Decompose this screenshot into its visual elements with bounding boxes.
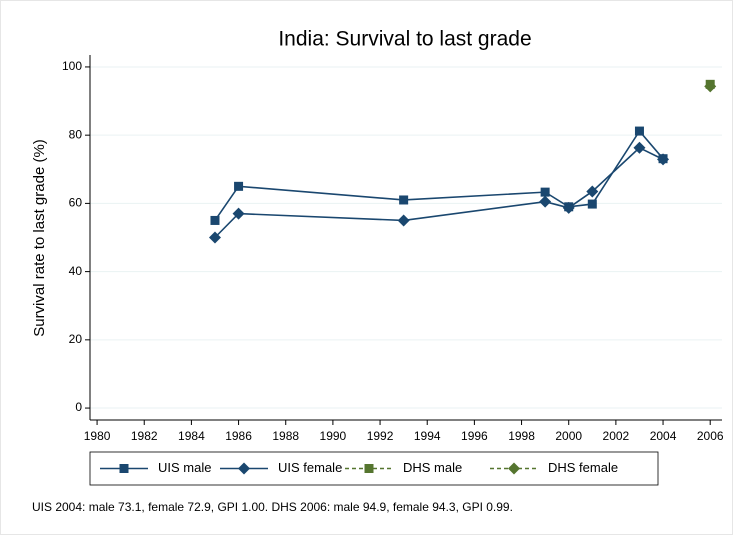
x-tick-label: 1986 xyxy=(225,429,252,443)
data-point xyxy=(704,80,717,93)
y-tick-label: 100 xyxy=(62,59,82,73)
y-tick-label: 20 xyxy=(69,332,83,346)
series-line xyxy=(214,129,664,221)
y-tick-label: 80 xyxy=(69,127,83,141)
y-tick-label: 0 xyxy=(75,400,82,414)
data-point xyxy=(210,215,220,225)
data-point xyxy=(234,181,244,191)
chart-title: India: Survival to last grade xyxy=(278,28,531,51)
x-tick-label: 1998 xyxy=(508,429,535,443)
x-tick-label: 1992 xyxy=(367,429,394,443)
x-tick-label: 2006 xyxy=(697,429,724,443)
data-point xyxy=(540,187,550,197)
legend-marker xyxy=(364,464,374,473)
data-point xyxy=(633,141,646,154)
data-point xyxy=(208,231,221,244)
x-tick-label: 1994 xyxy=(414,429,441,443)
data-point xyxy=(586,185,599,198)
legend-label: DHS female xyxy=(548,460,618,475)
x-tick-label: 2004 xyxy=(650,429,677,443)
data-point xyxy=(587,199,597,209)
legend-marker xyxy=(508,462,520,475)
y-tick-label: 60 xyxy=(69,196,83,210)
x-tick-label: 1988 xyxy=(272,429,299,443)
legend-label: DHS male xyxy=(403,460,462,475)
data-point xyxy=(634,126,644,136)
data-point xyxy=(397,214,410,227)
legend-label: UIS male xyxy=(158,460,211,475)
x-tick-label: 1982 xyxy=(131,429,158,443)
data-point xyxy=(657,153,670,166)
data-point xyxy=(539,195,552,208)
x-tick-label: 2000 xyxy=(555,429,582,443)
legend-label: UIS female xyxy=(278,460,342,475)
data-point xyxy=(562,201,575,214)
legend-marker xyxy=(119,464,129,473)
x-tick-label: 1984 xyxy=(178,429,205,443)
data-point xyxy=(232,207,245,220)
y-axis-label: Survival rate to last grade (%) xyxy=(31,139,48,337)
x-tick-label: 1990 xyxy=(320,429,347,443)
series-line xyxy=(214,146,664,239)
y-tick-label: 40 xyxy=(69,264,83,278)
x-tick-label: 1980 xyxy=(84,429,111,443)
data-point xyxy=(399,195,409,205)
legend-marker xyxy=(238,462,250,475)
note: UIS 2004: male 73.1, female 72.9, GPI 1.… xyxy=(32,500,513,514)
x-tick-label: 2002 xyxy=(603,429,630,443)
x-tick-label: 1996 xyxy=(461,429,488,443)
